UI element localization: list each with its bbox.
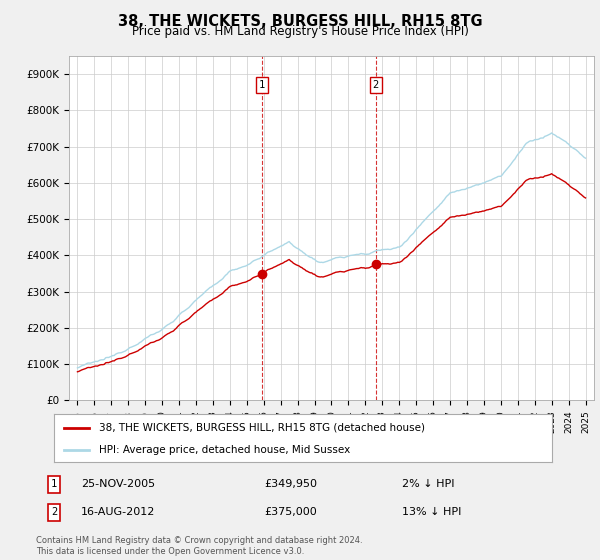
- Text: 2% ↓ HPI: 2% ↓ HPI: [402, 479, 455, 489]
- Text: 16-AUG-2012: 16-AUG-2012: [81, 507, 155, 517]
- Text: 13% ↓ HPI: 13% ↓ HPI: [402, 507, 461, 517]
- Text: 2: 2: [51, 507, 57, 517]
- Text: 25-NOV-2005: 25-NOV-2005: [81, 479, 155, 489]
- Text: £349,950: £349,950: [264, 479, 317, 489]
- Text: Contains HM Land Registry data © Crown copyright and database right 2024.
This d: Contains HM Land Registry data © Crown c…: [36, 536, 362, 556]
- Text: HPI: Average price, detached house, Mid Sussex: HPI: Average price, detached house, Mid …: [99, 445, 350, 455]
- Text: 38, THE WICKETS, BURGESS HILL, RH15 8TG (detached house): 38, THE WICKETS, BURGESS HILL, RH15 8TG …: [99, 423, 425, 433]
- Text: £375,000: £375,000: [264, 507, 317, 517]
- Text: 38, THE WICKETS, BURGESS HILL, RH15 8TG: 38, THE WICKETS, BURGESS HILL, RH15 8TG: [118, 14, 482, 29]
- Text: 2: 2: [373, 80, 379, 90]
- Text: 1: 1: [259, 80, 265, 90]
- Text: 1: 1: [51, 479, 57, 489]
- Text: Price paid vs. HM Land Registry's House Price Index (HPI): Price paid vs. HM Land Registry's House …: [131, 25, 469, 38]
